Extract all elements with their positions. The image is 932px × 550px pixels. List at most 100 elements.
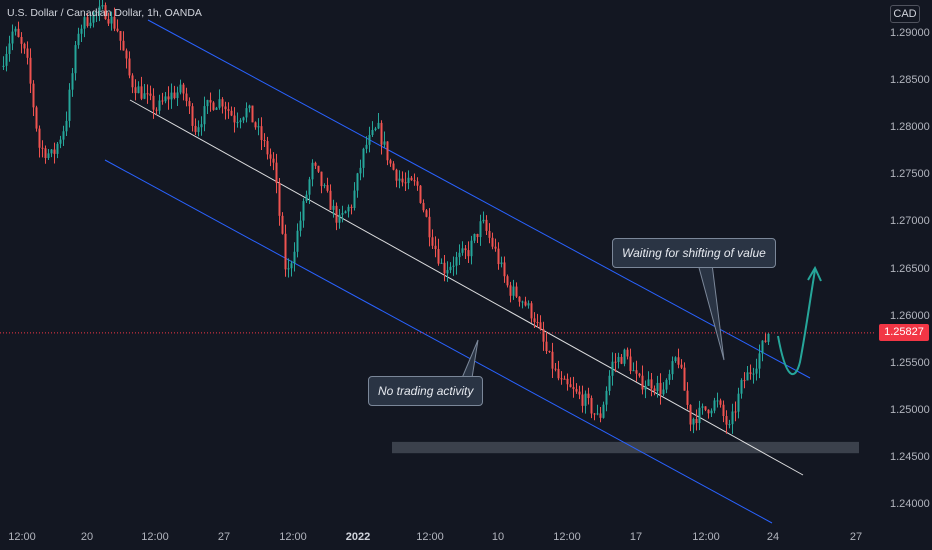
- candle-body: [251, 105, 254, 123]
- candle-body: [593, 413, 596, 415]
- candle-body: [545, 341, 548, 352]
- candle-body: [473, 234, 476, 241]
- candle-body: [233, 115, 236, 123]
- candle-body: [665, 379, 668, 390]
- candle-body: [185, 93, 188, 102]
- candle-body: [719, 400, 722, 405]
- y-tick-label: 1.27000: [890, 215, 930, 228]
- candle-body: [326, 185, 329, 191]
- x-tick-label: 24: [766, 531, 780, 543]
- candle-body: [635, 370, 638, 374]
- candle-body: [485, 219, 488, 231]
- candle-body: [194, 125, 197, 132]
- candle-body: [566, 378, 569, 385]
- y-tick-label: 1.26000: [890, 309, 930, 322]
- candle-body: [383, 141, 386, 145]
- candle-body: [455, 257, 458, 266]
- candle-body: [470, 240, 473, 257]
- candle-body: [230, 110, 233, 116]
- candle-body: [644, 385, 647, 390]
- candle-body: [653, 388, 656, 392]
- candle-body: [11, 31, 14, 44]
- candle-body: [578, 391, 581, 395]
- candle-body: [761, 340, 764, 354]
- y-tick-label: 1.28000: [890, 121, 930, 134]
- x-tick-label: 12:00: [8, 531, 36, 543]
- y-tick-label: 1.25500: [890, 356, 930, 369]
- candle-body: [575, 389, 578, 392]
- candle-body: [125, 50, 128, 59]
- y-tick-label: 1.24000: [890, 498, 930, 510]
- candle-body: [437, 249, 440, 264]
- candle-body: [698, 407, 701, 424]
- x-tick-label: 12:00: [553, 531, 581, 543]
- candle-body: [650, 379, 653, 389]
- candle-body: [683, 367, 686, 391]
- candle-body: [182, 84, 185, 94]
- support-zone: [392, 441, 859, 454]
- candle-body: [581, 394, 584, 406]
- candle-body: [5, 53, 8, 66]
- candle-body: [674, 357, 677, 362]
- candle-body: [152, 95, 155, 110]
- candle-body: [50, 149, 53, 154]
- candle-body: [32, 83, 35, 108]
- candle-body: [110, 16, 113, 24]
- candle-body: [608, 375, 611, 391]
- y-tick-label: 1.27500: [890, 168, 930, 181]
- candle-body: [662, 389, 665, 395]
- candle-body: [338, 214, 341, 223]
- candle-body: [527, 303, 530, 306]
- candle-body: [767, 333, 770, 342]
- candle-body: [620, 356, 623, 364]
- candle-body: [626, 349, 629, 357]
- candle-body: [482, 219, 485, 222]
- candle-body: [224, 106, 227, 110]
- candle-body: [89, 22, 92, 26]
- callout-no-trading-pointer: [461, 339, 479, 379]
- candle-body: [254, 122, 257, 128]
- candle-body: [548, 351, 551, 353]
- candle-body: [431, 237, 434, 246]
- candle-body: [350, 206, 353, 208]
- candle-body: [71, 73, 74, 90]
- candle-body: [242, 117, 245, 121]
- candle-body: [317, 165, 320, 172]
- candle-body: [569, 384, 572, 388]
- channel-lower-line: [104, 159, 773, 524]
- candle-body: [596, 413, 599, 415]
- candle-body: [521, 301, 524, 303]
- candle-body: [440, 262, 443, 264]
- candle-body: [335, 205, 338, 223]
- candle-body: [497, 248, 500, 265]
- candle-body: [92, 12, 95, 23]
- candle-body: [476, 234, 479, 238]
- candle-body: [488, 230, 491, 238]
- candle-body: [122, 40, 125, 51]
- candle-body: [68, 89, 71, 121]
- x-tick-label: 12:00: [141, 531, 169, 543]
- candle-body: [449, 266, 452, 271]
- candle-body: [155, 109, 158, 111]
- candle-body: [281, 215, 284, 234]
- candle-body: [104, 5, 107, 20]
- candle-body: [584, 393, 587, 406]
- currency-badge[interactable]: CAD: [890, 5, 920, 23]
- candle-body: [212, 102, 215, 110]
- candle-body: [86, 17, 89, 26]
- candle-body: [200, 124, 203, 128]
- candle-body: [539, 322, 542, 330]
- candle-body: [491, 237, 494, 247]
- candle-body: [344, 211, 347, 214]
- candle-body: [419, 185, 422, 203]
- candle-body: [512, 286, 515, 296]
- candle-body: [386, 141, 389, 161]
- candle-body: [746, 372, 749, 381]
- candle-body: [203, 106, 206, 125]
- candle-body: [404, 182, 407, 184]
- x-tick-label: 10: [491, 531, 505, 543]
- candle-body: [365, 144, 368, 149]
- candle-body: [320, 171, 323, 187]
- candle-body: [44, 148, 47, 158]
